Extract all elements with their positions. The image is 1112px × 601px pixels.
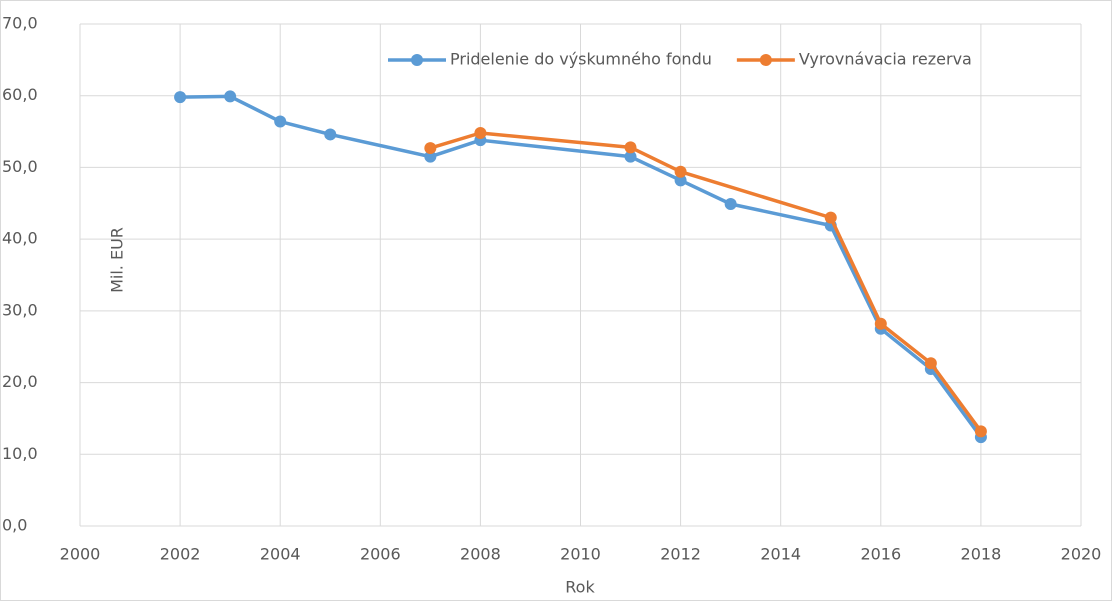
data-point bbox=[624, 141, 637, 154]
y-tick-label: 60,0 bbox=[2, 85, 38, 104]
data-point bbox=[274, 115, 287, 128]
x-tick-label: 2018 bbox=[961, 545, 1002, 564]
y-tick-label: 50,0 bbox=[2, 157, 38, 176]
data-point bbox=[324, 128, 337, 141]
x-tick-label: 2020 bbox=[1061, 545, 1102, 564]
data-point bbox=[924, 357, 937, 370]
y-axis-label: Mil. EUR bbox=[108, 227, 127, 293]
x-tick-label: 2010 bbox=[560, 545, 601, 564]
y-tick-label: 20,0 bbox=[2, 372, 38, 391]
y-tick-label: 0,0 bbox=[2, 516, 27, 535]
data-point bbox=[724, 198, 737, 211]
y-tick-label: 40,0 bbox=[2, 229, 38, 248]
data-point bbox=[424, 150, 437, 163]
x-tick-label: 2006 bbox=[360, 545, 401, 564]
legend-marker bbox=[759, 54, 772, 66]
data-point bbox=[674, 165, 687, 178]
x-tick-label: 2016 bbox=[860, 545, 901, 564]
legend-marker bbox=[411, 54, 423, 66]
x-tick-label: 2012 bbox=[660, 545, 701, 564]
y-tick-label: 10,0 bbox=[2, 444, 38, 463]
data-point bbox=[824, 211, 837, 224]
data-point bbox=[174, 91, 187, 104]
data-point bbox=[424, 142, 437, 155]
data-point bbox=[674, 174, 687, 187]
legend-label: Vyrovnávacia rezerva bbox=[799, 50, 972, 69]
series-line bbox=[429, 131, 983, 433]
data-point bbox=[874, 317, 887, 330]
x-tick-label: 2008 bbox=[460, 545, 501, 564]
data-point bbox=[474, 127, 487, 140]
x-axis-label: Rok bbox=[565, 578, 595, 597]
x-tick-label: 2004 bbox=[260, 545, 301, 564]
x-tick-label: 2002 bbox=[160, 545, 201, 564]
data-point bbox=[224, 90, 237, 103]
x-tick-label: 2014 bbox=[760, 545, 801, 564]
y-tick-label: 30,0 bbox=[2, 300, 38, 319]
data-point bbox=[624, 150, 637, 163]
x-tick-label: 2000 bbox=[60, 545, 101, 564]
data-point bbox=[974, 425, 987, 438]
y-tick-label: 70,0 bbox=[2, 14, 38, 33]
legend-label: Pridelenie do výskumného fondu bbox=[450, 50, 712, 69]
